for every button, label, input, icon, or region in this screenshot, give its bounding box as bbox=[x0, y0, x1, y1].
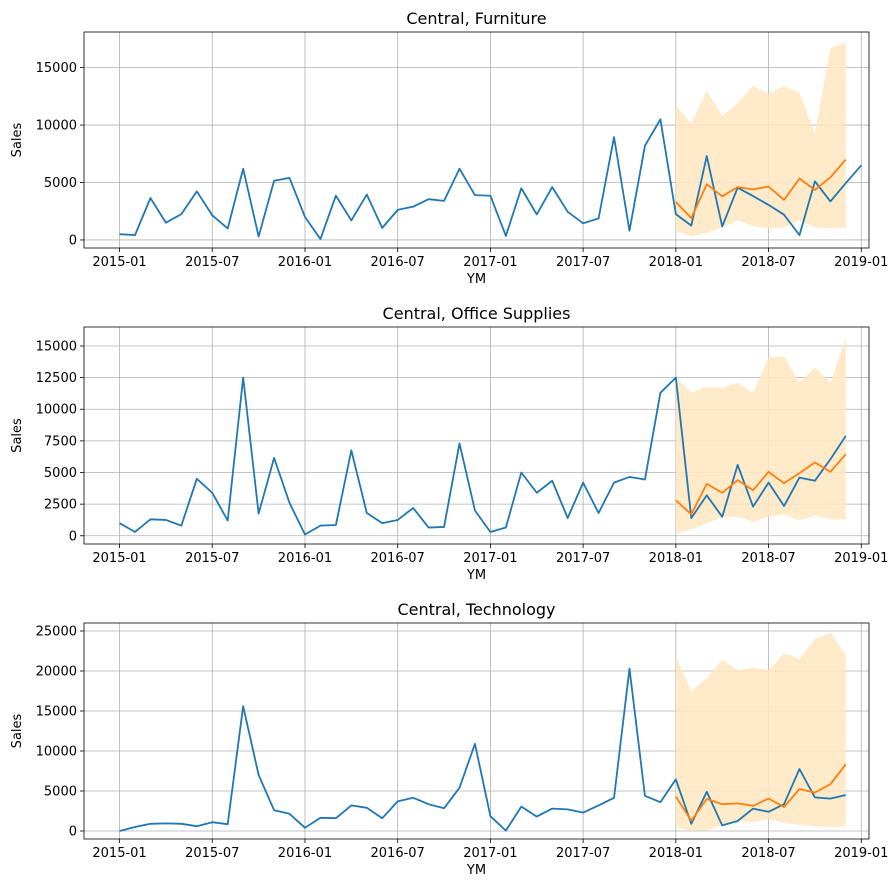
chart-title: Central, Furniture bbox=[406, 9, 546, 28]
x-axis-label: YM bbox=[466, 272, 486, 287]
forecast-interval-band bbox=[675, 632, 846, 831]
y-tick-label: 10000 bbox=[36, 403, 77, 418]
x-tick-label: 2015-07 bbox=[185, 551, 239, 566]
forecast-interval-band bbox=[675, 337, 846, 534]
x-tick-label: 2016-01 bbox=[278, 551, 332, 566]
x-axis-label: YM bbox=[466, 568, 486, 583]
y-tick-label: 5000 bbox=[44, 785, 77, 800]
y-tick-label: 0 bbox=[69, 825, 77, 840]
y-tick-label: 20000 bbox=[36, 665, 77, 680]
y-tick-label: 5000 bbox=[44, 466, 77, 481]
x-axis-label: YM bbox=[466, 863, 486, 878]
y-tick-label: 10000 bbox=[36, 745, 77, 760]
axes-frame bbox=[83, 326, 870, 545]
forecast-sales-line bbox=[675, 158, 847, 220]
subplot-2: 2015-01 2015-07 2016-01 2016-07 2017-01 2017-… bbox=[10, 304, 888, 583]
y-tick-label: 25000 bbox=[36, 625, 77, 640]
actual-sales-line bbox=[119, 376, 847, 536]
y-axis-label: Sales bbox=[10, 713, 25, 748]
x-tick-label: 2019-01 bbox=[834, 255, 888, 270]
x-tick-label: 2018-01 bbox=[649, 255, 703, 270]
x-tick-label: 2018-07 bbox=[741, 551, 795, 566]
forecast-sales-line bbox=[675, 453, 847, 516]
subplot-1: 2015-01 2015-07 2016-01 2016-07 2017-01 2017-… bbox=[10, 9, 888, 287]
forecast-sales-line bbox=[675, 763, 847, 822]
x-tick-label: 2017-07 bbox=[556, 846, 610, 861]
subplot-3: 2015-01 2015-07 2016-01 2016-07 2017-01 2017-… bbox=[10, 600, 888, 878]
y-tick-label: 7500 bbox=[44, 434, 77, 449]
x-tick-label: 2015-07 bbox=[185, 846, 239, 861]
y-tick-label: 12500 bbox=[36, 371, 77, 386]
x-tick-label: 2015-07 bbox=[185, 255, 239, 270]
y-tick-label: 0 bbox=[69, 529, 77, 544]
x-tick-label: 2016-01 bbox=[278, 255, 332, 270]
y-tick-label: 10000 bbox=[36, 119, 77, 134]
y-tick-label: 2500 bbox=[44, 498, 77, 513]
axes-frame bbox=[83, 31, 870, 249]
x-tick-label: 2019-01 bbox=[834, 551, 888, 566]
y-axis-label: Sales bbox=[10, 418, 25, 453]
x-tick-label: 2015-01 bbox=[92, 846, 146, 861]
x-tick-label: 2015-01 bbox=[92, 255, 146, 270]
actual-sales-line bbox=[119, 667, 847, 832]
x-tick-label: 2016-07 bbox=[371, 255, 425, 270]
chart-title: Central, Office Supplies bbox=[383, 304, 571, 323]
x-tick-label: 2018-01 bbox=[649, 551, 703, 566]
y-tick-label: 15000 bbox=[36, 339, 77, 354]
axes-frame bbox=[83, 622, 870, 840]
x-tick-label: 2018-07 bbox=[741, 846, 795, 861]
y-tick-label: 15000 bbox=[36, 705, 77, 720]
x-tick-label: 2015-01 bbox=[92, 551, 146, 566]
x-tick-label: 2016-07 bbox=[371, 551, 425, 566]
y-axis-label: Sales bbox=[10, 122, 25, 157]
chart-title: Central, Technology bbox=[397, 600, 555, 619]
y-tick-label: 0 bbox=[69, 233, 77, 248]
x-tick-label: 2016-07 bbox=[371, 846, 425, 861]
x-tick-label: 2018-07 bbox=[741, 255, 795, 270]
x-tick-label: 2019-01 bbox=[834, 846, 888, 861]
forecast-interval-band bbox=[675, 42, 846, 237]
x-tick-label: 2017-07 bbox=[556, 551, 610, 566]
y-tick-label: 15000 bbox=[36, 61, 77, 76]
x-tick-label: 2016-01 bbox=[278, 846, 332, 861]
x-tick-label: 2017-07 bbox=[556, 255, 610, 270]
x-tick-label: 2017-01 bbox=[463, 846, 517, 861]
x-tick-label: 2017-01 bbox=[463, 551, 517, 566]
x-tick-label: 2017-01 bbox=[463, 255, 517, 270]
y-tick-label: 5000 bbox=[44, 176, 77, 191]
x-tick-label: 2018-01 bbox=[649, 846, 703, 861]
